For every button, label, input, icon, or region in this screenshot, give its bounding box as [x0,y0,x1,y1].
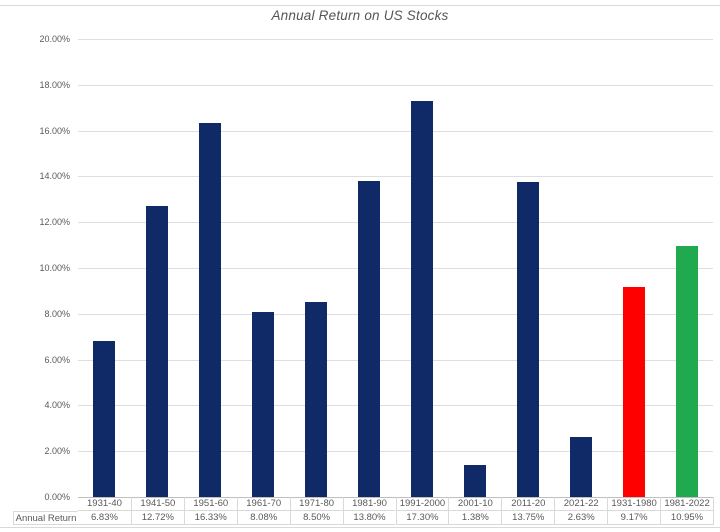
bar-1951-60[interactable] [199,123,222,497]
category-label: 1991-2000 [395,497,449,511]
bar-1991-2000[interactable] [410,100,433,497]
value-cell: 13.75% [501,511,555,525]
bar-1981-2022[interactable] [675,246,698,497]
value-cell: 13.80% [342,511,396,525]
value-cell: 8.50% [289,511,343,525]
bar-2011-20[interactable] [516,182,539,497]
bar-1931-1980[interactable] [622,287,645,497]
y-tick-label: 4.00% [44,400,70,411]
value-cell: 10.95% [660,511,713,525]
category-label: 1981-90 [342,497,396,511]
gridline [78,405,713,407]
gridline [78,268,713,269]
bar-1971-80[interactable] [305,302,328,497]
y-tick-label: 16.00% [39,125,70,136]
table-right-border [713,511,714,525]
y-tick-label: 0.00% [44,492,70,502]
chart-title: Annual Return on US Stocks [271,8,449,23]
table-right-border [713,497,714,511]
plot-area [78,39,713,498]
y-tick-label: 20.00% [39,34,70,44]
value-cell: 1.38% [448,511,502,525]
value-cell: 2.63% [554,511,608,525]
category-label: 2011-20 [501,497,555,511]
y-tick-label: 18.00% [39,79,70,90]
category-label: 1981-2022 [660,497,713,511]
value-cell: 9.17% [607,511,661,525]
y-tick-label: 12.00% [39,217,70,228]
y-tick-label: 8.00% [44,308,70,319]
bar-1941-50[interactable] [146,205,169,497]
bar-1931-40[interactable] [93,340,116,497]
category-label: 2021-22 [554,497,608,511]
y-tick-label: 14.00% [39,171,70,182]
gridline [78,313,713,315]
category-label: 1971-80 [289,497,343,511]
y-tick-label: 6.00% [44,354,70,365]
category-label: 1931-40 [78,497,131,511]
y-tick-label: 10.00% [39,263,70,273]
data-table-series-label: Annual Return [13,511,78,525]
value-cell: 8.08% [236,511,290,525]
gridline [78,451,713,453]
y-tick-label: 2.00% [44,446,70,457]
category-label: 2001-10 [448,497,502,511]
bar-1961-70[interactable] [252,312,275,497]
gridline [78,176,713,178]
category-label: 1961-70 [236,497,290,511]
bar-1981-90[interactable] [358,181,381,497]
category-label: 1931-1980 [607,497,661,511]
category-label: 1941-50 [130,497,184,511]
gridline [78,130,713,132]
value-cell: 16.33% [183,511,237,525]
value-cell: 6.83% [78,511,131,525]
value-cell: 12.72% [130,511,184,525]
chart-bottom-border [0,527,720,528]
gridline [78,222,713,224]
gridline [78,84,713,86]
gridline [78,39,713,40]
bar-2021-22[interactable] [569,436,592,497]
gridline [78,359,713,361]
value-cell: 17.30% [395,511,449,525]
category-label: 1951-60 [183,497,237,511]
chart-top-border [0,5,720,6]
bar-2001-10[interactable] [463,465,486,497]
